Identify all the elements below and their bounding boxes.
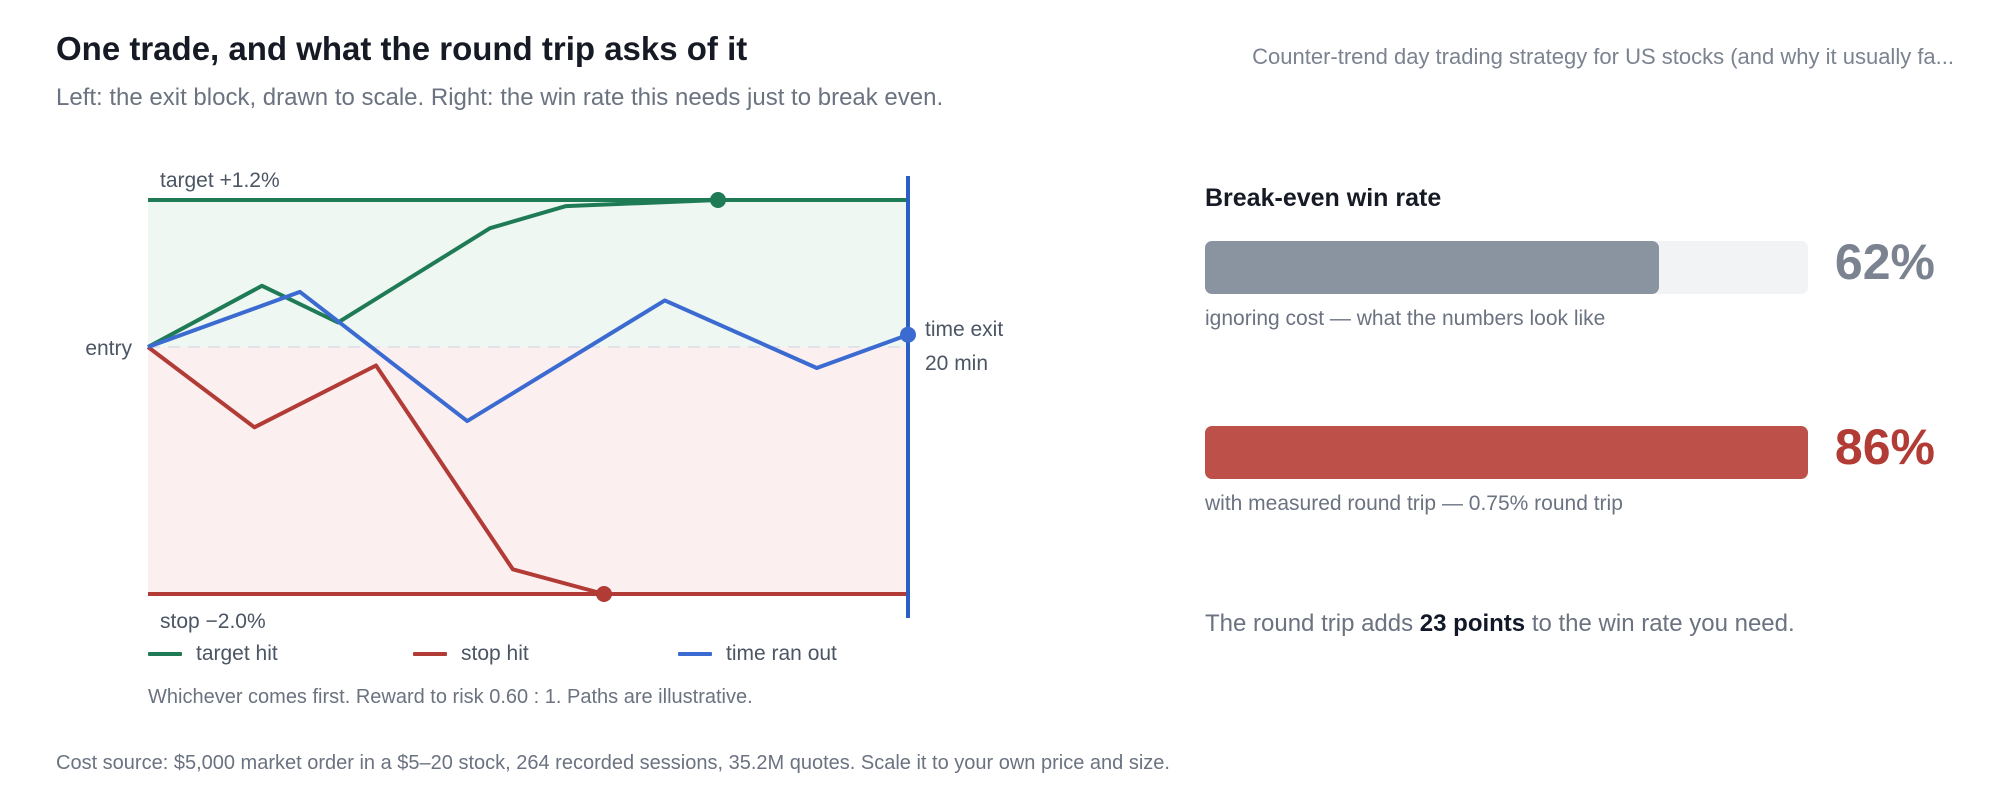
summary-prefix: The round trip adds: [1205, 610, 1420, 637]
chart-legend: target hit stop hit time ran out: [148, 642, 908, 674]
target-level-label: target +1.2%: [160, 169, 280, 192]
series-end-point-target-hit: [710, 192, 726, 208]
page-subtitle: Left: the exit block, drawn to scale. Ri…: [56, 84, 944, 111]
legend-swatch-target: [148, 652, 182, 656]
summary-sentence: The round trip adds 23 points to the win…: [1205, 610, 1795, 638]
bar-value-ignoring-cost: 62%: [1834, 234, 1935, 290]
page-title: One trade, and what the round trip asks …: [56, 30, 748, 67]
legend-swatch-time: [678, 652, 712, 656]
bar-caption-with-cost: with measured round trip — 0.75% round t…: [1205, 492, 1623, 515]
bar-track: [1205, 426, 1808, 479]
series-line-time-ran-out: [147, 289, 909, 424]
time-exit-minutes-label: 20 min: [925, 352, 988, 375]
entry-label: entry: [85, 337, 132, 360]
time-exit-label: time exit: [925, 318, 1003, 341]
series-layer: [146, 192, 916, 602]
series-line-target-hit: [147, 198, 719, 349]
legend-swatch-stop: [413, 652, 447, 656]
break-even-title: Break-even win rate: [1205, 184, 1442, 212]
series-end-point-time-ran-out: [900, 326, 916, 343]
stop-level-label: stop −2.0%: [160, 610, 266, 633]
bar-value-with-cost: 86%: [1834, 419, 1935, 475]
series-line-stop-hit: [146, 345, 605, 596]
legend-label-time: time ran out: [726, 642, 837, 665]
summary-suffix: to the win rate you need.: [1525, 610, 1795, 637]
series-end-point-stop-hit: [596, 586, 612, 602]
bar-caption-ignoring-cost: ignoring cost — what the numbers look li…: [1205, 307, 1606, 330]
chart-note: Whichever comes first. Reward to risk 0.…: [148, 686, 753, 708]
bar-fill-ignoring-cost: [1205, 241, 1659, 294]
target-zone: [148, 200, 908, 347]
legend-item-stop-hit: stop hit: [413, 642, 529, 666]
summary-highlight: 23 points: [1419, 610, 1526, 637]
legend-label-stop: stop hit: [461, 642, 529, 665]
bar-track: [1205, 241, 1808, 294]
bar-fill-with-cost: [1205, 426, 1808, 479]
context-link[interactable]: Counter-trend day trading strategy for U…: [1252, 44, 1954, 69]
legend-item-time-ran-out: time ran out: [678, 642, 837, 666]
stop-zone: [148, 347, 908, 594]
legend-item-target-hit: target hit: [148, 642, 278, 666]
legend-label-target: target hit: [196, 642, 278, 665]
cost-source-note: Cost source: $5,000 market order in a $5…: [56, 752, 1170, 774]
exit-block-chart: target +1.2% stop −2.0% entry time exit …: [85, 169, 1003, 633]
